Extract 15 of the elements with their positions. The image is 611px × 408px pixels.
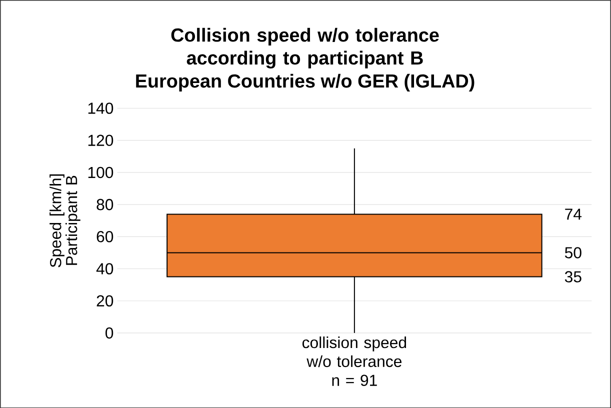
chart-subtitle: European Countries w/o GER (IGLAD) xyxy=(136,74,474,92)
y-tick-label: 100 xyxy=(88,166,114,178)
annotation: 35 xyxy=(564,271,582,282)
y-tick-label: 40 xyxy=(96,263,114,274)
chart-title: Collision speed w/o tolerance according to participant B xyxy=(171,28,439,68)
y-tick-label: 60 xyxy=(96,230,114,242)
y-tick-label: 80 xyxy=(96,198,114,210)
y-tick-label: 20 xyxy=(96,295,114,306)
y-tick-label: 0 xyxy=(106,327,114,338)
annotation: 74 xyxy=(565,208,582,220)
x-tick-label: collision speed w/o tolerance n = 91 xyxy=(302,336,406,386)
annotation: 50 xyxy=(564,246,582,258)
y-axis-title: Speed [km/h] Participant B xyxy=(50,174,80,268)
y-tick-label: 140 xyxy=(88,102,114,114)
y-tick-label: 120 xyxy=(88,134,114,146)
